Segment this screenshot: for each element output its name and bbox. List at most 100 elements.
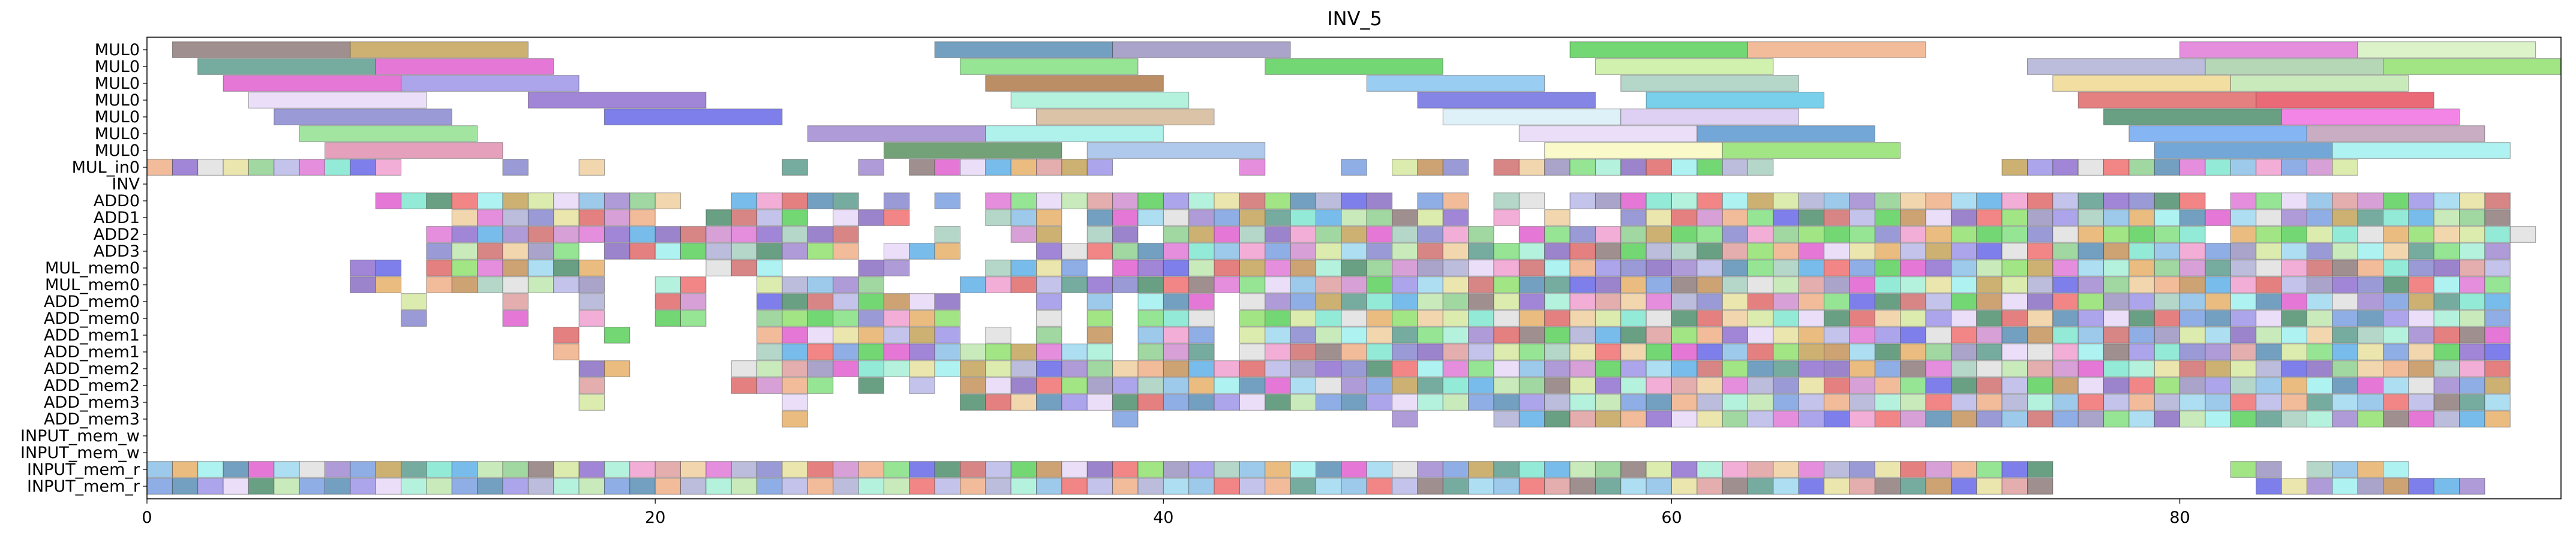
task-bar	[1798, 394, 1825, 411]
task-bar	[1036, 260, 1062, 276]
task-bar	[2103, 310, 2130, 327]
task-bar	[833, 327, 859, 344]
task-bar	[2154, 142, 2333, 159]
task-bar	[883, 327, 910, 344]
task-bar	[807, 226, 834, 243]
task-bar	[1086, 310, 1113, 327]
task-bar	[2205, 377, 2231, 394]
task-bar	[604, 109, 783, 125]
task-bar	[1748, 327, 1774, 344]
task-bar	[2077, 159, 2104, 176]
task-bar	[1239, 226, 1266, 243]
task-bar	[1874, 360, 1901, 377]
task-bar	[1849, 192, 1875, 209]
task-bar	[1239, 377, 1266, 394]
task-bar	[1722, 276, 1749, 293]
task-bar	[502, 293, 529, 310]
task-bar	[960, 344, 986, 360]
task-bar	[1392, 360, 1418, 377]
task-bar	[1188, 360, 1215, 377]
task-bar	[934, 226, 960, 243]
task-bar	[1544, 377, 1571, 394]
task-bar	[1773, 226, 1799, 243]
task-bar	[1722, 478, 1749, 495]
row-label: MUL0	[95, 141, 140, 160]
task-bar	[1316, 377, 1342, 394]
task-bar	[2459, 276, 2485, 293]
task-bar	[782, 327, 808, 344]
task-bar	[1239, 159, 1266, 176]
task-bar	[1493, 344, 1520, 360]
task-bar	[527, 461, 554, 478]
task-bar	[1290, 478, 1317, 495]
task-bar	[2357, 293, 2384, 310]
task-bar	[2001, 394, 2028, 411]
task-bar	[1748, 226, 1774, 243]
task-bar	[1646, 461, 1673, 478]
task-bar	[1518, 310, 1545, 327]
task-bar	[2306, 327, 2333, 344]
task-bar	[934, 344, 960, 360]
x-tick-label: 40	[1153, 508, 1173, 527]
task-bar	[2433, 310, 2460, 327]
task-bar	[2433, 394, 2460, 411]
task-bar	[1239, 209, 1266, 226]
task-bar	[1976, 260, 2002, 276]
task-bar	[629, 478, 656, 495]
task-bar	[2103, 159, 2130, 176]
task-bar	[2001, 377, 2028, 394]
task-bar	[833, 344, 859, 360]
task-bar	[604, 243, 631, 260]
task-bar	[1316, 260, 1342, 276]
task-bar	[1417, 360, 1443, 377]
task-bar	[2332, 226, 2358, 243]
task-bar	[1036, 360, 1062, 377]
task-bar	[2103, 360, 2130, 377]
task-bar	[2205, 344, 2231, 360]
task-bar	[2408, 226, 2434, 243]
task-bar	[2281, 360, 2308, 377]
task-bar	[1137, 209, 1164, 226]
task-bar	[1341, 209, 1367, 226]
task-bar	[1417, 226, 1443, 243]
task-bar	[2001, 327, 2028, 344]
task-bar	[2001, 411, 2028, 427]
task-bar	[1646, 411, 1673, 427]
task-bar	[1239, 276, 1266, 293]
task-bar	[1061, 377, 1088, 394]
task-bar	[1290, 276, 1317, 293]
task-bar	[934, 192, 960, 209]
task-bar	[705, 260, 732, 276]
task-bar	[1748, 394, 1774, 411]
task-bar	[2408, 394, 2434, 411]
task-bar	[1137, 461, 1164, 478]
task-bar	[909, 461, 935, 478]
task-bar	[1925, 461, 1952, 478]
task-bar	[1620, 461, 1647, 478]
task-bar	[1849, 260, 1875, 276]
task-bar	[2256, 478, 2282, 495]
task-bar	[2205, 327, 2231, 344]
task-bar	[1366, 360, 1393, 377]
task-bar	[1290, 461, 1317, 478]
task-bar	[375, 260, 402, 276]
row-label: MUL0	[95, 41, 140, 59]
task-bar	[960, 58, 1139, 75]
task-bar	[1316, 192, 1342, 209]
task-bar	[1849, 360, 1875, 377]
task-bar	[1900, 260, 1926, 276]
task-bar	[223, 461, 250, 478]
task-bar	[2128, 226, 2155, 243]
task-bar	[1086, 478, 1113, 495]
task-bar	[1874, 192, 1901, 209]
task-bar	[1722, 209, 1749, 226]
task-bar	[1214, 461, 1240, 478]
task-bar	[1950, 478, 1977, 495]
task-bar	[1392, 478, 1418, 495]
task-bar	[2205, 159, 2231, 176]
task-bar	[1493, 192, 1520, 209]
task-bar	[325, 478, 351, 495]
task-bar	[2027, 327, 2053, 344]
task-bar	[2256, 310, 2282, 327]
task-bar	[2459, 344, 2485, 360]
